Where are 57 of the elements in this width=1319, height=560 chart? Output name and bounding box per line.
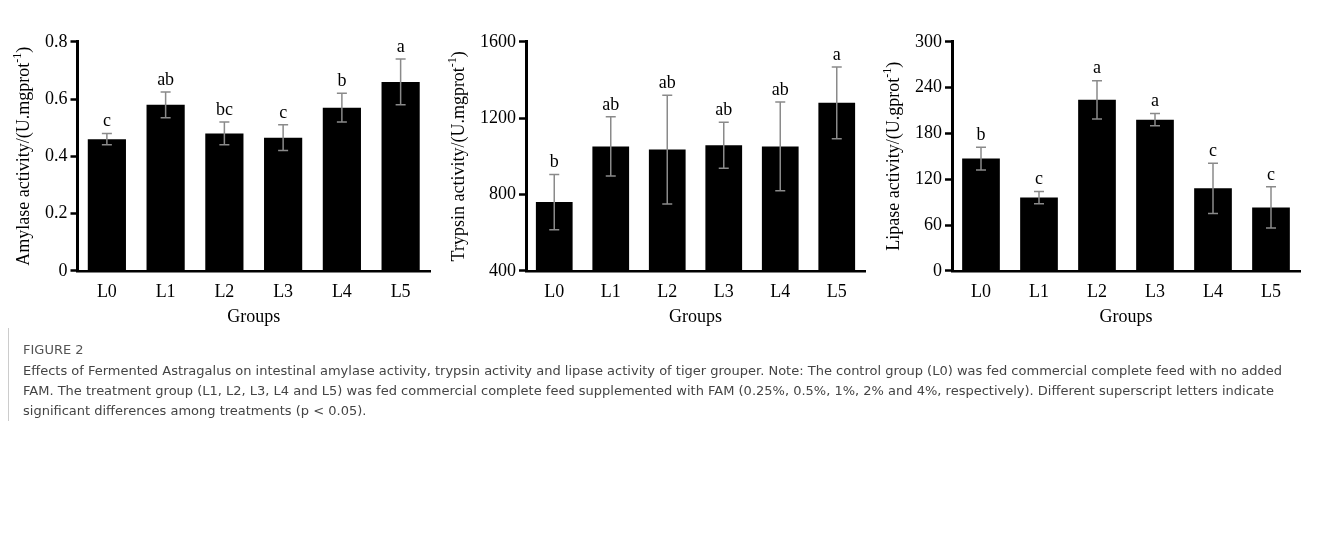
annotation: a [396, 35, 405, 56]
y-tick-label: 1600 [480, 30, 516, 51]
x-tick-label: L2 [1087, 281, 1107, 302]
x-tick-label: L1 [1029, 281, 1049, 302]
text: Effects of Fermented Astragalus on intestinal amylase activity, trypsin activity and lipase activity of tiger grouper. Note: The control group (L0) was fed commercial complete feed with no added FAM. The treatment group (L1, L2, L3, L4 and L5) was fed commercial complete feed supplemented with FAM (0.25%, 0.5%, 1%, 2% and 4%, respectively). Different superscript letters indicate significant differences among treatments (p < 0.05). [23, 362, 1283, 420]
x-tick-label: L2 [214, 281, 235, 302]
x-tick-label: L3 [273, 281, 294, 302]
annotation: ab [771, 78, 789, 99]
annotation: bc [215, 98, 233, 119]
y-tick-label: 60 [924, 213, 942, 234]
y-tick-label: 0 [58, 259, 68, 280]
y-tick-label: 0.6 [45, 87, 68, 108]
annotation: a [1093, 57, 1101, 78]
x-tick-label: L0 [96, 281, 117, 302]
text: FIGURE 2 [23, 342, 85, 357]
y-tick-label: 180 [915, 122, 942, 143]
annotation: c [279, 101, 288, 122]
x-tick-label: L1 [600, 281, 621, 302]
x-axis-title: Groups [1099, 305, 1153, 326]
annotation: ab [715, 99, 733, 120]
x-tick-label: L1 [155, 281, 176, 302]
y-tick-label: 120 [915, 167, 942, 188]
y-tick-label: 0.4 [45, 145, 68, 166]
y-tick-label: 1200 [480, 106, 516, 127]
y-tick-label: 800 [489, 183, 516, 204]
annotation: a [1151, 90, 1159, 111]
y-axis-title: Lipase activity/(U.gprot-1) [880, 61, 904, 251]
y-tick-label: 0 [933, 259, 942, 280]
x-tick-label: L0 [544, 281, 565, 302]
annotation: c [1035, 168, 1043, 189]
x-tick-label: L5 [390, 281, 411, 302]
x-axis-title: Groups [227, 305, 281, 326]
x-tick-label: L4 [1203, 281, 1223, 302]
x-axis-title: Groups [669, 305, 722, 326]
x-tick-label: L3 [1145, 281, 1165, 302]
x-tick-label: L3 [713, 281, 734, 302]
annotation: b [549, 151, 559, 172]
x-tick-label: L0 [971, 281, 991, 302]
x-tick-label: L4 [331, 281, 352, 302]
x-tick-label: L5 [1261, 281, 1281, 302]
annotation: c [1209, 139, 1217, 160]
annotation: c [102, 110, 111, 131]
y-tick-label: 400 [489, 259, 516, 280]
y-tick-label: 0.2 [45, 202, 68, 223]
annotation: b [976, 123, 986, 144]
annotation: c [1267, 163, 1275, 184]
annotation: ab [157, 68, 175, 89]
annotation: ab [602, 93, 620, 114]
y-tick-label: 300 [915, 30, 942, 51]
y-tick-label: 0.8 [45, 30, 68, 51]
annotation: a [832, 43, 841, 64]
x-tick-label: L5 [826, 281, 847, 302]
x-tick-label: L2 [657, 281, 678, 302]
annotation: b [337, 70, 347, 91]
x-tick-label: L4 [770, 281, 791, 302]
y-tick-label: 240 [915, 76, 942, 97]
annotation: ab [658, 71, 676, 92]
